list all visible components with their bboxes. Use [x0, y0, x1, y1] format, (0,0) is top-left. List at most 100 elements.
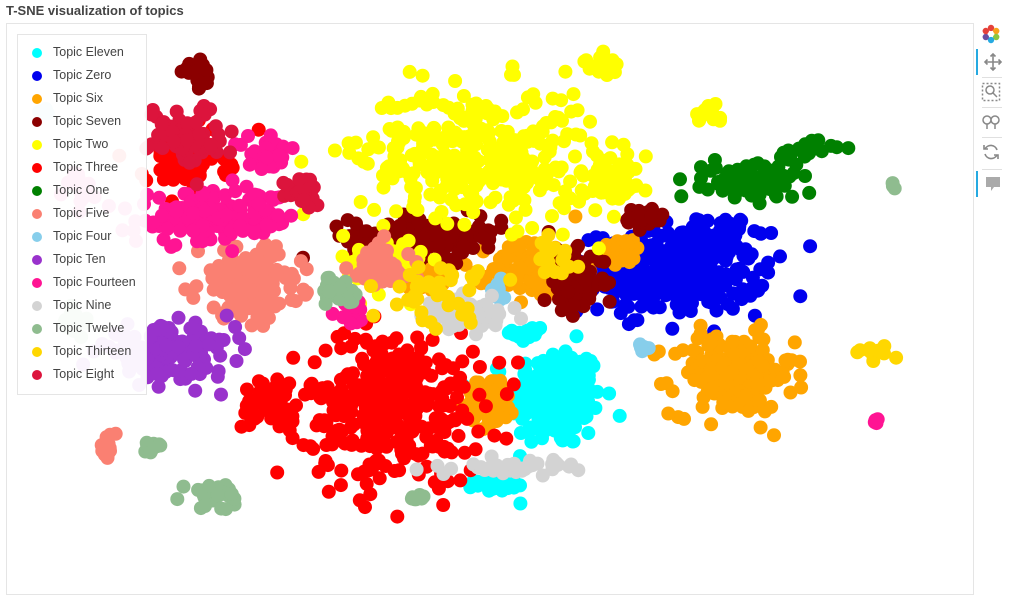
data-point[interactable] [626, 286, 641, 301]
data-point[interactable] [652, 281, 667, 296]
data-point[interactable] [469, 137, 484, 152]
data-point[interactable] [154, 208, 169, 223]
data-point[interactable] [752, 393, 767, 408]
legend-item[interactable]: Topic Nine [18, 296, 146, 316]
data-point[interactable] [381, 95, 396, 110]
data-point[interactable] [396, 446, 411, 460]
data-point[interactable] [272, 296, 287, 311]
data-point[interactable] [482, 134, 497, 149]
data-point[interactable] [573, 128, 588, 143]
data-point[interactable] [578, 273, 593, 288]
data-point[interactable] [144, 107, 159, 122]
data-point[interactable] [661, 226, 675, 241]
data-point[interactable] [233, 219, 247, 233]
data-point[interactable] [472, 360, 487, 374]
data-point[interactable] [143, 445, 158, 460]
data-point[interactable] [621, 317, 636, 332]
data-point[interactable] [414, 341, 429, 356]
data-point[interactable] [560, 394, 574, 409]
data-point[interactable] [752, 330, 767, 345]
data-point[interactable] [703, 335, 718, 350]
data-point[interactable] [755, 358, 770, 373]
data-point[interactable] [512, 159, 527, 174]
data-point[interactable] [271, 208, 286, 223]
data-point[interactable] [430, 288, 445, 303]
data-point[interactable] [150, 367, 164, 382]
legend-item[interactable]: Topic Thirteen [18, 342, 146, 362]
data-point[interactable] [404, 148, 419, 163]
data-point[interactable] [568, 209, 583, 224]
data-point[interactable] [588, 203, 603, 218]
data-point[interactable] [555, 412, 570, 427]
data-point[interactable] [652, 300, 667, 315]
data-point[interactable] [372, 471, 387, 486]
data-point[interactable] [219, 308, 234, 323]
data-point[interactable] [367, 202, 382, 217]
data-point[interactable] [701, 99, 716, 113]
data-point[interactable] [499, 387, 514, 402]
data-point[interactable] [506, 377, 521, 392]
data-point[interactable] [618, 267, 633, 282]
data-point[interactable] [573, 398, 588, 413]
data-point[interactable] [101, 444, 116, 459]
data-point[interactable] [476, 231, 491, 245]
data-point[interactable] [730, 173, 744, 188]
data-point[interactable] [222, 285, 237, 300]
data-point[interactable] [573, 354, 588, 369]
data-point[interactable] [477, 102, 492, 117]
data-point[interactable] [203, 137, 218, 152]
data-point[interactable] [392, 279, 407, 294]
data-point[interactable] [629, 178, 644, 193]
data-point[interactable] [764, 399, 779, 414]
data-point[interactable] [202, 478, 217, 493]
data-point[interactable] [416, 140, 430, 155]
data-point[interactable] [342, 295, 357, 310]
data-point[interactable] [437, 310, 452, 325]
data-point[interactable] [224, 487, 239, 501]
data-point[interactable] [719, 215, 734, 229]
data-point[interactable] [778, 353, 793, 368]
data-point[interactable] [421, 275, 436, 290]
data-point[interactable] [558, 344, 573, 359]
data-point[interactable] [356, 154, 371, 169]
data-point[interactable] [259, 150, 274, 165]
data-point[interactable] [583, 114, 597, 129]
data-point[interactable] [570, 103, 585, 118]
data-point[interactable] [392, 347, 406, 362]
data-point[interactable] [738, 389, 753, 404]
data-point[interactable] [272, 148, 286, 163]
data-point[interactable] [803, 239, 818, 254]
data-point[interactable] [172, 261, 187, 276]
data-point[interactable] [161, 160, 176, 175]
data-point[interactable] [229, 354, 244, 368]
data-point[interactable] [389, 204, 404, 219]
data-point[interactable] [296, 193, 311, 208]
data-point[interactable] [228, 184, 243, 199]
data-point[interactable] [543, 244, 557, 259]
data-point[interactable] [434, 153, 449, 168]
data-point[interactable] [340, 213, 355, 228]
data-point[interactable] [171, 340, 186, 354]
data-point[interactable] [557, 134, 571, 149]
data-point[interactable] [513, 426, 528, 440]
data-point[interactable] [260, 296, 275, 311]
data-point[interactable] [668, 346, 683, 361]
data-point[interactable] [335, 249, 350, 264]
data-point[interactable] [223, 145, 237, 160]
data-point[interactable] [259, 218, 274, 232]
data-point[interactable] [232, 331, 247, 345]
data-point[interactable] [195, 58, 210, 72]
data-point[interactable] [248, 298, 263, 313]
data-point[interactable] [262, 244, 276, 259]
data-point[interactable] [472, 387, 487, 402]
data-point[interactable] [372, 456, 386, 471]
hover-tool[interactable] [976, 171, 1006, 197]
data-point[interactable] [249, 247, 264, 262]
data-point[interactable] [406, 200, 421, 215]
data-point[interactable] [468, 442, 483, 457]
data-point[interactable] [671, 275, 686, 290]
data-point[interactable] [387, 361, 401, 376]
data-point[interactable] [169, 104, 184, 119]
data-point[interactable] [320, 270, 335, 285]
data-point[interactable] [711, 176, 726, 191]
